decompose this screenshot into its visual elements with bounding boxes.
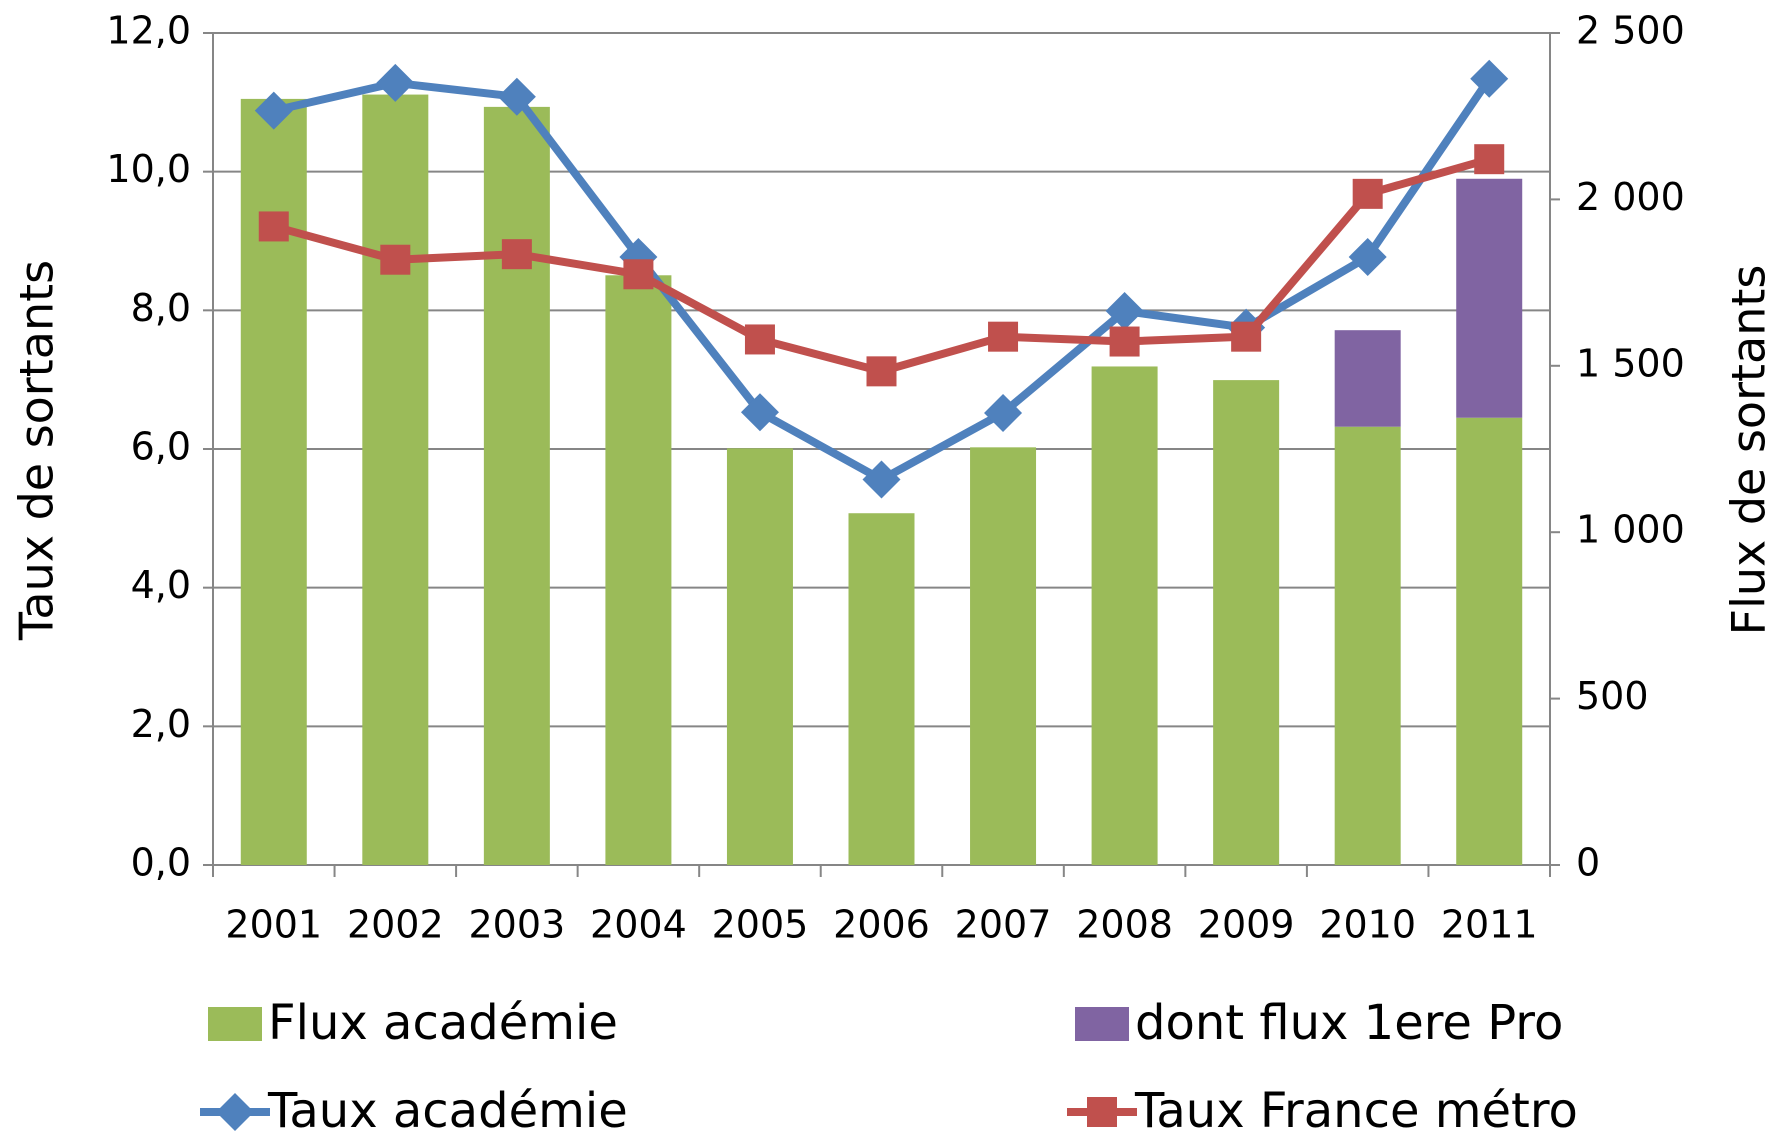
- bar: [1334, 330, 1401, 427]
- y-axis-title: Taux de sortants: [10, 260, 64, 641]
- x-tick-label: 2005: [712, 903, 809, 947]
- bar: [970, 447, 1037, 865]
- legend-label: Taux France métro: [1134, 1083, 1578, 1139]
- legend-label: Taux académie: [267, 1083, 628, 1139]
- legend-swatch: [1075, 1007, 1129, 1041]
- y2-tick-label: 500: [1576, 674, 1649, 718]
- y-tick-label: 4,0: [131, 563, 191, 607]
- bar: [362, 94, 429, 866]
- y-tick-label: 2,0: [131, 702, 191, 746]
- y-tick-label: 12,0: [106, 9, 191, 53]
- bar: [483, 106, 550, 866]
- marker: [623, 259, 654, 290]
- x-tick-label: 2006: [833, 903, 930, 947]
- marker: [1352, 178, 1383, 209]
- x-tick-label: 2011: [1441, 903, 1538, 947]
- x-tick-label: 2008: [1076, 903, 1173, 947]
- marker: [1474, 144, 1505, 175]
- bar: [726, 448, 793, 865]
- marker: [1231, 321, 1262, 352]
- marker: [744, 324, 775, 355]
- y2-tick-label: 2 500: [1576, 9, 1685, 53]
- x-tick-label: 2003: [469, 903, 566, 947]
- x-tick-label: 2007: [955, 903, 1052, 947]
- x-tick-label: 2001: [225, 903, 322, 947]
- bar: [605, 275, 672, 865]
- marker: [1348, 237, 1387, 276]
- y-tick-label: 0,0: [131, 841, 191, 885]
- bar: [1456, 178, 1523, 418]
- marker: [258, 211, 289, 242]
- y2-tick-label: 2 000: [1576, 175, 1685, 219]
- marker: [1470, 59, 1509, 98]
- x-tick-label: 2010: [1319, 903, 1416, 947]
- marker: [380, 244, 411, 275]
- line: [272, 76, 1493, 484]
- y-tick-label: 8,0: [131, 286, 191, 330]
- marker: [376, 63, 415, 102]
- y2-tick-label: 1 000: [1576, 508, 1685, 552]
- legend-swatch: [208, 1007, 262, 1041]
- marker: [254, 91, 293, 130]
- x-tick-label: 2004: [590, 903, 687, 947]
- line: [272, 155, 1491, 376]
- bar: [1456, 417, 1523, 865]
- marker: [988, 321, 1019, 352]
- y2-tick-label: 0: [1576, 841, 1600, 885]
- legend-marker: [216, 1093, 254, 1131]
- y2-tick-label: 1 500: [1576, 341, 1685, 385]
- marker: [1109, 326, 1140, 357]
- y-tick-label: 10,0: [106, 147, 191, 191]
- x-tick-label: 2009: [1198, 903, 1295, 947]
- marker: [740, 393, 779, 432]
- y-tick-label: 6,0: [131, 425, 191, 469]
- bar: [848, 513, 915, 865]
- bar: [1091, 366, 1158, 865]
- marker: [862, 460, 901, 499]
- y2-axis-title: Flux de sortants: [1722, 265, 1776, 636]
- marker: [984, 393, 1023, 432]
- bar: [1334, 426, 1401, 865]
- bar: [1213, 380, 1280, 865]
- marker: [866, 356, 897, 387]
- legend-label: Flux académie: [268, 995, 618, 1051]
- marker: [497, 77, 536, 116]
- legend-label: dont flux 1ere Pro: [1135, 995, 1563, 1051]
- legend-marker: [1087, 1097, 1117, 1127]
- marker: [501, 239, 532, 270]
- marker: [1105, 292, 1144, 331]
- x-tick-label: 2002: [347, 903, 444, 947]
